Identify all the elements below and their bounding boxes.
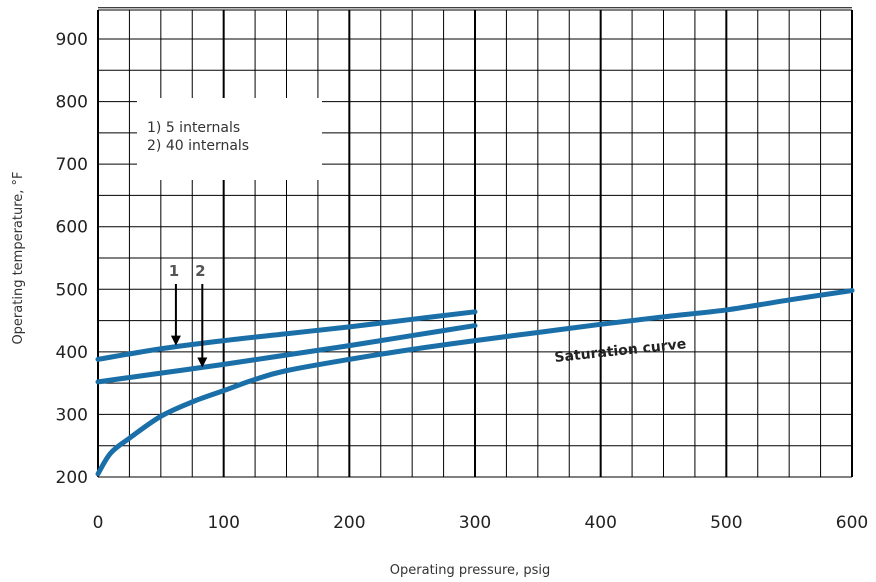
series-line-1 [95,309,478,362]
arrow-2-head [197,357,208,368]
y-tick-label: 500 [56,280,88,300]
arrow-1-head [170,335,181,346]
legend-entry-2: 2) 40 internals [147,138,249,154]
x-tick-label: 500 [710,513,742,533]
x-tick-label: 0 [93,513,104,533]
y-tick-label: 300 [56,405,88,425]
y-tick-label: 400 [56,343,88,363]
y-tick-label: 900 [56,30,88,50]
x-tick-label: 100 [207,513,239,533]
x-tick-label: 200 [333,513,365,533]
y-axis-title: Operating temperature, °F [11,171,26,344]
x-tick-label: 300 [459,513,491,533]
saturation-curve-line [95,288,855,477]
x-tick-label: 600 [836,513,868,533]
series-lines [95,288,855,477]
legend-box [137,98,322,180]
x-tick-labels: 0 100 200 300 400 500 600 [93,513,869,533]
x-tick-label: 400 [584,513,616,533]
marker-label-1: 1 [169,262,179,280]
y-tick-label: 800 [56,93,88,113]
y-tick-label: 600 [56,218,88,238]
y-tick-labels: 200 300 400 500 600 700 800 900 [56,30,88,488]
legend-entry-1: 1) 5 internals [147,120,240,136]
marker-label-2: 2 [195,262,205,280]
series-line-2 [95,323,478,385]
grid [97,7,853,478]
y-tick-label: 200 [56,468,88,488]
saturation-curve-label: Saturation curve [554,336,687,366]
y-tick-label: 700 [56,155,88,175]
x-axis-title: Operating pressure, psig [390,563,550,578]
